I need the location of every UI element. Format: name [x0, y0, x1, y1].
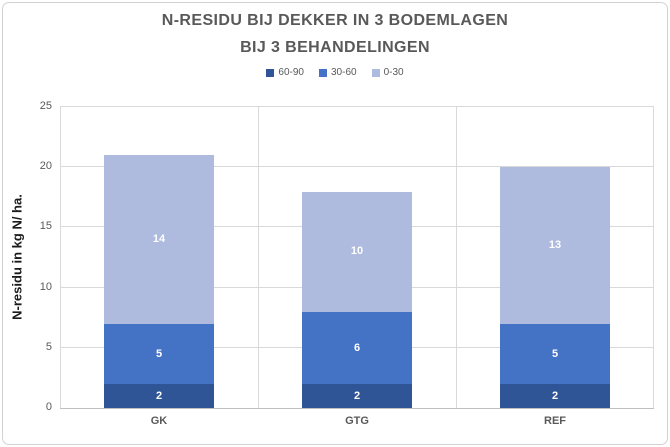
- bar-value-label: 10: [350, 245, 364, 257]
- legend-marker-icon: [371, 68, 380, 77]
- bar-segment-REF-60-90: [500, 384, 610, 408]
- bar-value-label: 6: [353, 342, 361, 354]
- y-axis-title: N-residu in kg N/ ha.: [9, 194, 25, 320]
- bar-segment-GTG-30-60: [302, 312, 412, 384]
- x-axis-label-GK: GK: [150, 415, 168, 427]
- legend-marker-icon: [318, 68, 327, 77]
- legend-item-60-90: 60-90: [266, 67, 304, 78]
- gridline-y-25: [60, 106, 654, 107]
- gridline-x-1: [258, 107, 259, 408]
- plot-area: 2 5 14 GK 2 6 10 GTG 2 5 13 REF: [60, 106, 654, 427]
- bar-segment-GK-0-30: [104, 155, 214, 324]
- x-axis-label-GTG: GTG: [345, 415, 369, 427]
- y-tick-label-5: 5: [45, 340, 52, 353]
- gridline-y-20: [60, 166, 654, 168]
- y-tick-label-15: 15: [39, 220, 52, 233]
- bar-segment-GK-60-90: [104, 384, 214, 408]
- legend-marker-icon: [266, 68, 275, 77]
- bar-value-label: 5: [155, 348, 163, 360]
- y-axis-line: [60, 107, 61, 408]
- y-tick-label-0: 0: [45, 401, 52, 413]
- x-axis-label-REF: REF: [544, 415, 566, 427]
- legend-item-0-30: 0-30: [371, 67, 404, 78]
- bar-value-label: 2: [155, 390, 163, 402]
- bar-value-label: 14: [152, 233, 166, 245]
- y-tick-label-20: 20: [39, 160, 52, 173]
- gridline-x-2: [456, 107, 457, 408]
- chart-title: N-RESIDU BIJ DEKKER IN 3 BODEMLAGEN BIJ …: [0, 7, 670, 61]
- bar-segment-GK-30-60: [104, 324, 214, 384]
- bar-segment-GTG-0-30: [302, 192, 412, 312]
- chart-title-line1: N-RESIDU BIJ DEKKER IN 3 BODEMLAGEN: [161, 12, 509, 29]
- legend-label: 60-90: [278, 67, 304, 78]
- gridline-y-0: [60, 408, 654, 409]
- legend-label: 30-60: [330, 67, 357, 78]
- bar-value-label: 5: [551, 348, 559, 360]
- legend-label: 0-30: [383, 67, 404, 78]
- bar-value-label: 2: [551, 390, 559, 402]
- bar-segment-GTG-60-90: [302, 384, 412, 408]
- bar-segment-REF-30-60: [500, 324, 610, 384]
- bar-value-label: 13: [548, 239, 562, 251]
- bar-segment-REF-0-30: [500, 167, 610, 324]
- y-tick-label-25: 25: [39, 100, 52, 112]
- legend: 60-90 30-60 0-30: [0, 67, 670, 78]
- gridline-x-3: [653, 107, 654, 408]
- legend-item-30-60: 30-60: [318, 67, 357, 78]
- chart-title-line2: BIJ 3 BEHANDELINGEN: [240, 39, 430, 56]
- y-tick-label-10: 10: [39, 280, 52, 293]
- bar-value-label: 2: [353, 390, 361, 402]
